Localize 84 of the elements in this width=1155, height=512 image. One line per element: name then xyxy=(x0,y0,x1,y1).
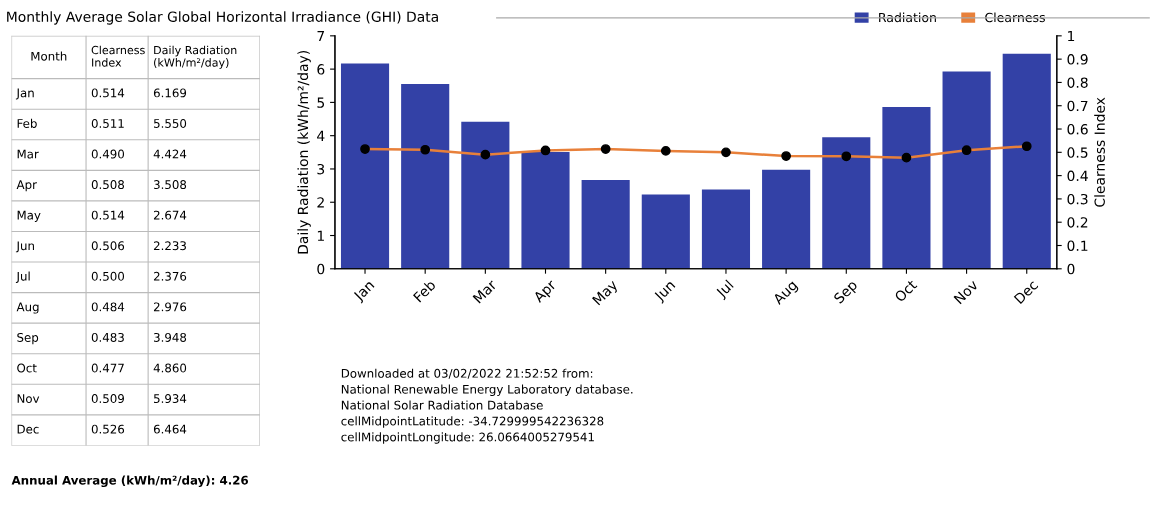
data-label: 0.514 xyxy=(91,210,125,220)
bar xyxy=(822,137,871,269)
data-label: 2.674 xyxy=(153,210,187,220)
data-label: 5.934 xyxy=(154,394,187,404)
category-label: May xyxy=(17,210,41,222)
category-label: Oct xyxy=(17,363,37,373)
bar xyxy=(701,189,751,269)
category-label: Dec xyxy=(17,424,39,434)
data-label: 3.948 xyxy=(154,332,187,342)
y2-tick-label: 0 xyxy=(1067,263,1075,275)
bar xyxy=(521,151,570,269)
data-label: 6.169 xyxy=(153,88,187,98)
data-label: 6.464 xyxy=(153,424,187,434)
y-tick-label: 0 xyxy=(317,263,325,275)
category-label: Apr xyxy=(16,180,37,192)
y-tick-label: 2 xyxy=(317,197,324,208)
y2-tick-label: 0.5 xyxy=(1067,147,1088,158)
category-label: Mar xyxy=(17,149,39,159)
data-label: 4.860 xyxy=(153,363,187,373)
text: Downloaded at 03/02/2022 21:52:52 from: National Renewable Energy Laboratory database. National Solar Radiation Database cellMidpointLatitude: -34.729999542236328 cellMidpointLongitude: 26.0664005279541 xyxy=(341,368,633,444)
x-tick-label: Dec xyxy=(1013,279,1039,305)
y2-tick-label: 0.7 xyxy=(1067,100,1088,112)
data-label: 0.506 xyxy=(91,241,125,251)
data-label: 5.550 xyxy=(154,118,187,128)
y-tick-label: 6 xyxy=(317,64,325,75)
data-label: 0.483 xyxy=(91,332,124,342)
y2-axis-title: Clearness Index xyxy=(1094,97,1105,207)
y2-tick-label: 0.2 xyxy=(1067,217,1088,228)
text: Month xyxy=(31,51,67,61)
y2-tick-label: 0.9 xyxy=(1067,54,1088,65)
data-label: 0.500 xyxy=(91,271,125,281)
y2-tick-label: 0.4 xyxy=(1067,170,1088,182)
data-label: 0.490 xyxy=(91,149,125,159)
text: Monthly Average Solar Global Horizontal Irradiance (GHI) Data xyxy=(7,11,438,25)
data-label: 0.509 xyxy=(91,394,124,404)
data-label: 0.511 xyxy=(91,118,124,128)
text: Annual Average (kWh/m²/day): 4.26 xyxy=(11,475,249,488)
data-label: 0.514 xyxy=(91,88,125,98)
category-label: Sep xyxy=(17,332,39,345)
y2-tick-label: 0.3 xyxy=(1067,193,1088,205)
y-tick-label: 7 xyxy=(317,30,325,42)
legend-label: Radiation xyxy=(879,12,936,23)
y-tick-label: 4 xyxy=(317,130,325,141)
bar xyxy=(942,71,991,269)
bar xyxy=(401,84,450,269)
data-label: 2.233 xyxy=(153,241,186,251)
x-tick-label: Sep xyxy=(833,279,860,306)
bar xyxy=(762,169,811,269)
data-label: 2.976 xyxy=(153,302,187,312)
y2-tick-label: 0.8 xyxy=(1067,77,1088,88)
bar xyxy=(340,63,390,269)
x-tick-label: Apr xyxy=(532,278,559,305)
y-tick-label: 3 xyxy=(317,163,325,175)
category-label: Jun xyxy=(15,241,34,253)
data-label: 2.376 xyxy=(153,271,187,281)
data-label: 0.526 xyxy=(91,424,125,434)
bar xyxy=(641,194,690,269)
y2-tick-label: 0.6 xyxy=(1067,123,1088,135)
legend-label: Clearness xyxy=(985,12,1045,23)
y-tick-label: 1 xyxy=(317,230,324,241)
text: Daily Radiation (kWh/m²/day) xyxy=(154,45,237,69)
x-tick-label: Feb xyxy=(412,279,437,303)
bar xyxy=(581,179,630,269)
data-label: 0.477 xyxy=(91,363,124,373)
text: Clearness Index xyxy=(91,45,145,67)
bar xyxy=(882,107,931,269)
data-label: 0.484 xyxy=(91,302,125,312)
x-tick-label: Jul xyxy=(714,279,736,301)
x-tick-label: Jan xyxy=(352,279,377,304)
data-label: 3.508 xyxy=(154,180,187,190)
data-label: 4.424 xyxy=(153,149,187,159)
x-tick-label: Nov xyxy=(953,279,979,305)
x-tick-label: Jun xyxy=(653,279,678,304)
y-axis-title: Daily Radiation (kWh/m²/day) xyxy=(297,51,311,254)
category-label: Jan xyxy=(15,88,34,100)
category-label: Nov xyxy=(17,394,40,404)
data-label: 0.508 xyxy=(91,180,124,190)
y-tick-label: 5 xyxy=(317,97,325,108)
bar xyxy=(1002,53,1051,269)
y2-tick-label: 0.1 xyxy=(1067,240,1088,251)
bar xyxy=(461,121,510,269)
y2-tick-label: 1 xyxy=(1068,30,1075,42)
x-tick-label: Oct xyxy=(893,278,918,303)
category-label: Feb xyxy=(17,118,37,128)
